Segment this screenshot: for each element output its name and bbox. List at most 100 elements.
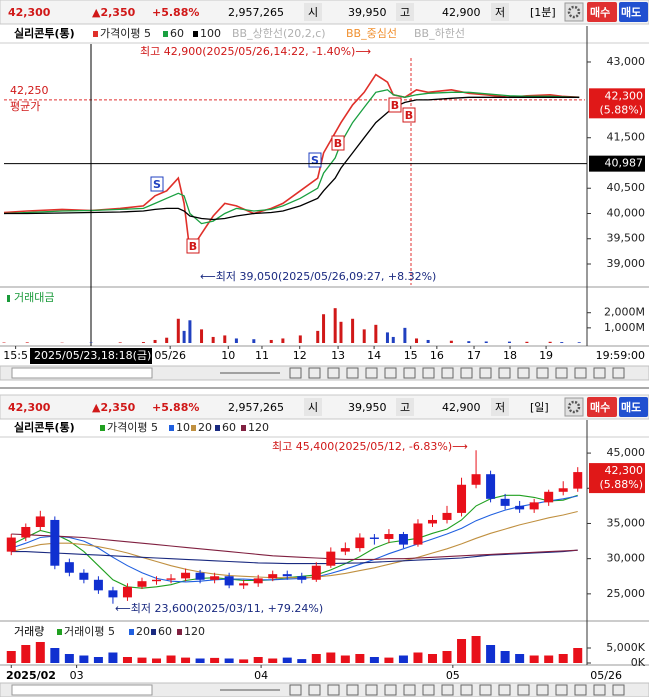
price-line bbox=[3, 89, 580, 225]
legend-swatch bbox=[151, 629, 156, 635]
sell-button[interactable] bbox=[619, 397, 648, 417]
tool-icon[interactable] bbox=[289, 684, 302, 696]
tool-icon[interactable] bbox=[460, 367, 473, 379]
tool-icon[interactable] bbox=[593, 367, 606, 379]
tool-icon[interactable] bbox=[441, 367, 454, 379]
volume-bar bbox=[486, 645, 496, 663]
tool-icon[interactable] bbox=[517, 684, 530, 696]
tool-icon[interactable] bbox=[365, 684, 378, 696]
label-box bbox=[396, 3, 414, 21]
tool-icon[interactable] bbox=[460, 684, 473, 696]
tool-icon[interactable] bbox=[574, 367, 587, 379]
tool-icon[interactable] bbox=[308, 367, 321, 379]
crosshair-time-box bbox=[30, 348, 152, 364]
tool-icon[interactable] bbox=[498, 367, 511, 379]
volume-bar bbox=[403, 327, 407, 343]
chart-title: 실리콘투(통) bbox=[14, 26, 75, 40]
tool-icon[interactable] bbox=[555, 367, 568, 379]
candle-body bbox=[239, 583, 249, 586]
tool-icon[interactable] bbox=[612, 367, 625, 379]
tool-icon[interactable] bbox=[384, 367, 397, 379]
candle-body bbox=[544, 491, 554, 503]
legend-entry: 가격이평 5 bbox=[107, 421, 158, 434]
volume-bar bbox=[355, 654, 365, 663]
candle-body bbox=[166, 578, 176, 580]
toolbar-high: 42,900 bbox=[442, 401, 481, 414]
candle-body bbox=[6, 537, 16, 552]
tool-icon[interactable] bbox=[422, 367, 435, 379]
volume-bar bbox=[333, 308, 337, 343]
tool-icon[interactable] bbox=[593, 684, 606, 696]
signal-label: B bbox=[391, 99, 399, 112]
tool-icon[interactable] bbox=[612, 684, 625, 696]
tool-icon[interactable] bbox=[536, 684, 549, 696]
legend-entry: BB_하한선 bbox=[414, 26, 465, 40]
ma-line bbox=[11, 549, 578, 565]
scrollbar[interactable] bbox=[0, 682, 649, 697]
toolbar-low-label: 저 bbox=[495, 401, 505, 414]
scrollbar[interactable] bbox=[0, 365, 649, 381]
legend-swatch bbox=[100, 425, 105, 431]
candle-body bbox=[21, 526, 31, 538]
low-annotation: ⟵최저 39,050(2025/05/26,09:27, +8.32%) bbox=[200, 270, 436, 283]
x-tick-label: 19 bbox=[539, 349, 553, 362]
volume-bar bbox=[525, 341, 529, 343]
legend-swatch bbox=[129, 629, 134, 635]
legend-entry: 120 bbox=[184, 625, 205, 638]
tool-icon[interactable] bbox=[555, 684, 568, 696]
tool-icon[interactable] bbox=[384, 684, 397, 696]
tool-icon[interactable] bbox=[441, 684, 454, 696]
tool-icon[interactable] bbox=[403, 367, 416, 379]
volume-bar bbox=[141, 342, 145, 343]
buy-button[interactable] bbox=[587, 2, 617, 22]
tool-icon[interactable] bbox=[498, 684, 511, 696]
toolbar-buy: 매수 bbox=[590, 5, 610, 19]
tool-icon[interactable] bbox=[479, 367, 492, 379]
tool-icon[interactable] bbox=[365, 367, 378, 379]
gear-box[interactable] bbox=[564, 2, 584, 22]
crosshair-box bbox=[589, 155, 645, 172]
tool-icon[interactable] bbox=[289, 367, 302, 379]
signal-box bbox=[150, 176, 164, 192]
ma-line bbox=[11, 510, 578, 579]
tool-icon[interactable] bbox=[422, 684, 435, 696]
volume-title: 거래대금 bbox=[14, 291, 54, 304]
volume-bar bbox=[152, 658, 162, 663]
tool-icon[interactable] bbox=[517, 367, 530, 379]
candle-body bbox=[486, 474, 496, 499]
volume-bar bbox=[573, 648, 583, 663]
crosshair-value: 40,987 bbox=[605, 157, 644, 170]
tool-icon[interactable] bbox=[308, 684, 321, 696]
scroll-thumb[interactable] bbox=[11, 684, 153, 696]
tool-icon[interactable] bbox=[403, 684, 416, 696]
volume-bar bbox=[210, 657, 220, 663]
tool-icon[interactable] bbox=[327, 684, 340, 696]
signal-label: B bbox=[405, 109, 413, 122]
label-box bbox=[491, 3, 509, 21]
volume-bar bbox=[281, 338, 285, 343]
candle-body bbox=[79, 572, 89, 580]
candle-body bbox=[369, 537, 379, 539]
tool-icon[interactable] bbox=[479, 684, 492, 696]
tool-icon[interactable] bbox=[346, 684, 359, 696]
gear-box[interactable] bbox=[564, 397, 584, 417]
scroll-thumb[interactable] bbox=[11, 367, 153, 379]
tool-icon[interactable] bbox=[327, 367, 340, 379]
volume-bar bbox=[548, 341, 552, 343]
tool-icon[interactable] bbox=[536, 367, 549, 379]
legend-entry: 120 bbox=[248, 421, 269, 434]
toolbar-buy: 매수 bbox=[590, 400, 610, 414]
ma-line bbox=[11, 533, 578, 560]
candle-body bbox=[340, 548, 350, 552]
sell-button[interactable] bbox=[619, 2, 648, 22]
tool-icon[interactable] bbox=[574, 684, 587, 696]
buy-button[interactable] bbox=[587, 397, 617, 417]
volume-bar bbox=[182, 330, 186, 343]
tool-icon[interactable] bbox=[346, 367, 359, 379]
toolbar-rate: +5.88% bbox=[152, 401, 199, 414]
last-rate: (5.88%) bbox=[599, 103, 643, 116]
volume-bar bbox=[35, 642, 45, 663]
candle-body bbox=[93, 579, 103, 591]
y-tick-label: 25,000 bbox=[607, 587, 646, 600]
volume-bar bbox=[166, 655, 176, 663]
